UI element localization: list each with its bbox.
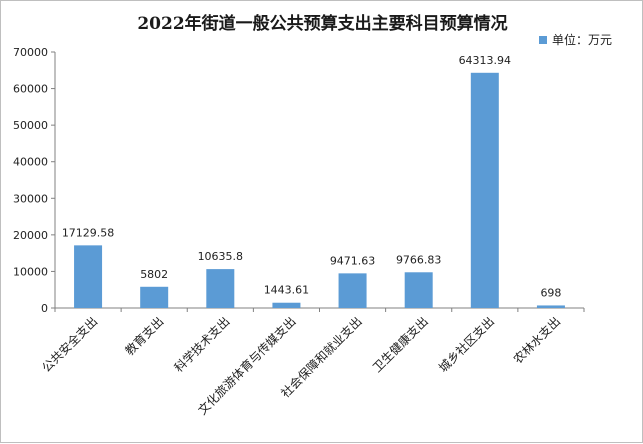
- bar: [404, 272, 433, 308]
- x-tick-label: 农林水支出: [511, 314, 563, 366]
- x-tick-label: 公共安全支出: [39, 314, 101, 376]
- bar: [206, 269, 235, 308]
- data-label: 5802: [140, 268, 168, 281]
- legend-label: 单位：万元: [552, 33, 613, 47]
- data-label: 9766.83: [396, 253, 442, 266]
- data-label: 10635.8: [198, 250, 244, 263]
- y-tick-label: 60000: [13, 83, 48, 96]
- legend-swatch: [539, 35, 547, 44]
- bar: [338, 273, 367, 308]
- y-tick-label: 20000: [13, 229, 48, 242]
- y-tick-label: 50000: [13, 119, 48, 132]
- data-label: 64313.94: [459, 54, 512, 67]
- y-tick-label: 30000: [13, 192, 48, 205]
- legend: 单位：万元: [539, 31, 612, 48]
- bar: [536, 305, 565, 308]
- x-tick-label: 城乡社区支出: [435, 314, 497, 376]
- x-tick-label: 卫生健康支出: [369, 314, 431, 376]
- x-tick-label: 教育支出: [122, 314, 167, 359]
- bar: [74, 245, 103, 308]
- chart-title: 2022年街道一般公共预算支出主要科目预算情况: [137, 14, 508, 34]
- x-tick-label: 科学技术支出: [171, 314, 233, 376]
- bar: [140, 286, 169, 308]
- y-tick-label: 10000: [13, 265, 48, 278]
- data-label: 9471.63: [330, 254, 376, 267]
- data-label: 17129.58: [62, 226, 115, 239]
- data-label: 698: [540, 286, 561, 299]
- y-tick-label: 0: [41, 302, 48, 315]
- y-tick-label: 40000: [13, 156, 48, 169]
- bar: [470, 72, 499, 308]
- bar: [272, 302, 301, 308]
- data-label: 1443.61: [264, 284, 310, 297]
- y-tick-label: 70000: [13, 46, 48, 59]
